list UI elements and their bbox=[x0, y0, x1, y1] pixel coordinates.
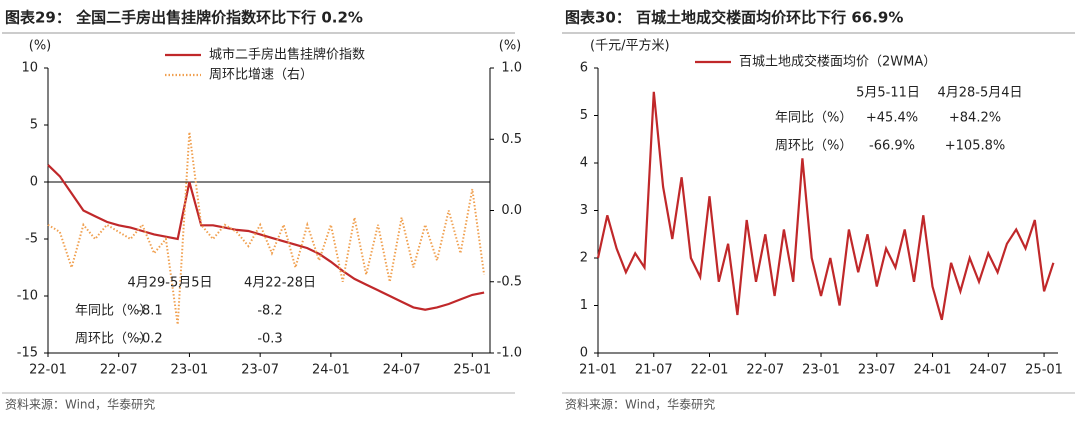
series-line bbox=[47, 164, 485, 311]
y-tick-label: 0 bbox=[30, 175, 38, 190]
chart-title: 图表29： 全国二手房出售挂牌价指数环比下行 0.2% bbox=[5, 9, 363, 27]
table-cell: -8.1 bbox=[137, 304, 162, 319]
x-tick-label: 23-07 bbox=[241, 363, 279, 378]
y-unit: (千元/平方米) bbox=[590, 38, 670, 54]
table-header: 4月22-28日 bbox=[244, 276, 316, 291]
x-tick-label: 24-07 bbox=[969, 363, 1007, 378]
x-tick-label: 22-07 bbox=[746, 363, 784, 378]
x-tick-label: 22-01 bbox=[691, 363, 729, 378]
y-tick-label: 4 bbox=[580, 156, 588, 171]
table-cell: -0.3 bbox=[257, 332, 282, 347]
table-cell: -0.2 bbox=[137, 332, 162, 347]
y-tick-label: 1 bbox=[580, 298, 588, 313]
table-header: 5月5-11日 bbox=[856, 86, 920, 101]
source: 资料来源：Wind，华泰研究 bbox=[565, 397, 715, 412]
y-tick-label: -15 bbox=[17, 346, 38, 361]
y-tick-label: 2 bbox=[580, 251, 588, 266]
y-tick-label: -10 bbox=[17, 289, 38, 304]
table-header: 4月29-5月5日 bbox=[127, 276, 212, 291]
x-tick-label: 23-01 bbox=[171, 363, 209, 378]
y2-tick-label: 0.5 bbox=[501, 132, 522, 147]
y-unit: (%) bbox=[29, 39, 52, 54]
y2-tick-label: 0.0 bbox=[501, 203, 522, 218]
x-tick-label: 21-01 bbox=[579, 363, 617, 378]
x-tick-label: 23-07 bbox=[858, 363, 896, 378]
table-row-label: 年同比（%） bbox=[75, 304, 152, 319]
series-line bbox=[47, 131, 486, 325]
y2-tick-label: -0.5 bbox=[497, 274, 522, 289]
legend-label: 周环比增速（右） bbox=[209, 68, 313, 83]
y-tick-label: 0 bbox=[580, 346, 588, 361]
y-tick-label: 3 bbox=[580, 203, 588, 218]
x-tick-label: 24-07 bbox=[383, 363, 421, 378]
y-tick-label: 5 bbox=[580, 108, 588, 123]
x-tick-label: 24-01 bbox=[312, 363, 350, 378]
y-tick-label: 6 bbox=[580, 61, 588, 76]
y2-tick-label: 1.0 bbox=[501, 61, 522, 76]
table-cell: -66.9% bbox=[869, 139, 915, 154]
y2-tick-label: -1.0 bbox=[497, 346, 522, 361]
table-row-label: 周环比（%） bbox=[775, 139, 852, 154]
x-tick-label: 25-01 bbox=[453, 363, 491, 378]
chart-title: 图表30： 百城土地成交楼面均价环比下行 66.9% bbox=[565, 9, 903, 27]
x-tick-label: 22-01 bbox=[29, 363, 67, 378]
source: 资料来源：Wind，华泰研究 bbox=[5, 397, 155, 412]
table-header: 4月28-5月4日 bbox=[937, 86, 1022, 101]
table-row-label: 周环比（%） bbox=[75, 332, 152, 347]
series-line bbox=[596, 91, 1055, 321]
y-tick-label: 5 bbox=[30, 118, 38, 133]
y-tick-label: -5 bbox=[25, 232, 38, 247]
x-tick-label: 22-07 bbox=[100, 363, 138, 378]
x-tick-label: 21-07 bbox=[635, 363, 673, 378]
table-row-label: 年同比（%） bbox=[775, 111, 852, 126]
table-cell: +84.2% bbox=[949, 111, 1001, 126]
table-cell: -8.2 bbox=[257, 304, 282, 319]
table-cell: +45.4% bbox=[866, 111, 918, 126]
legend-label: 百城土地成交楼面均价（2WMA） bbox=[739, 54, 936, 70]
y-tick-label: 10 bbox=[21, 61, 38, 76]
x-tick-label: 23-01 bbox=[802, 363, 840, 378]
x-tick-label: 24-01 bbox=[914, 363, 952, 378]
y2-unit: (%) bbox=[499, 39, 522, 54]
table-cell: +105.8% bbox=[945, 139, 1005, 154]
x-tick-label: 25-01 bbox=[1025, 363, 1063, 378]
legend-label: 城市二手房出售挂牌价指数 bbox=[209, 47, 365, 63]
